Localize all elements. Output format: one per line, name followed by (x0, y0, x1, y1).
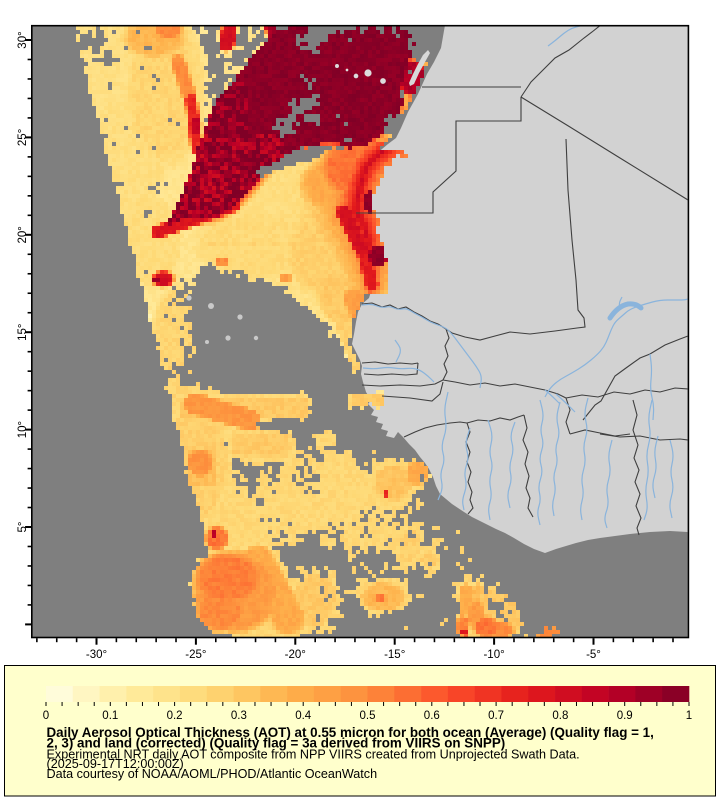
svg-text:1: 1 (686, 710, 692, 722)
svg-text:-25°: -25° (185, 649, 206, 661)
svg-text:0.5: 0.5 (360, 710, 376, 722)
svg-text:Data courtesy of NOAA/AOML/PHO: Data courtesy of NOAA/AOML/PHOD/Atlantic… (47, 767, 378, 781)
svg-text:-5°: -5° (586, 649, 601, 661)
svg-text:-20°: -20° (285, 649, 306, 661)
svg-text:0: 0 (43, 710, 49, 722)
svg-text:30°: 30° (17, 31, 29, 48)
svg-text:0.2: 0.2 (167, 710, 183, 722)
svg-text:0.4: 0.4 (295, 710, 312, 722)
svg-text:-30°: -30° (86, 649, 107, 661)
svg-text:0.6: 0.6 (424, 710, 440, 722)
svg-text:0.8: 0.8 (552, 710, 568, 722)
svg-text:Experimental NRT daily AOT com: Experimental NRT daily AOT composite fro… (47, 748, 580, 762)
svg-text:20°: 20° (17, 226, 29, 243)
svg-text:Daily Aerosol Optical Thicknes: Daily Aerosol Optical Thickness (AOT) at… (47, 725, 654, 740)
svg-text:10°: 10° (17, 421, 29, 438)
svg-text:0.7: 0.7 (488, 710, 504, 722)
svg-text:5°: 5° (17, 522, 29, 533)
svg-text:15°: 15° (17, 324, 29, 341)
svg-text:(2025-09-17T12:00:00Z): (2025-09-17T12:00:00Z) (47, 757, 184, 771)
svg-text:0.1: 0.1 (102, 710, 118, 722)
svg-text:-10°: -10° (483, 649, 504, 661)
svg-text:-15°: -15° (384, 649, 405, 661)
svg-text:0.9: 0.9 (617, 710, 633, 722)
svg-text:0.3: 0.3 (231, 710, 247, 722)
svg-text:25°: 25° (17, 129, 29, 146)
svg-text:2, 3) and land (corrected) (Qu: 2, 3) and land (corrected) (Quality flag… (47, 736, 506, 751)
